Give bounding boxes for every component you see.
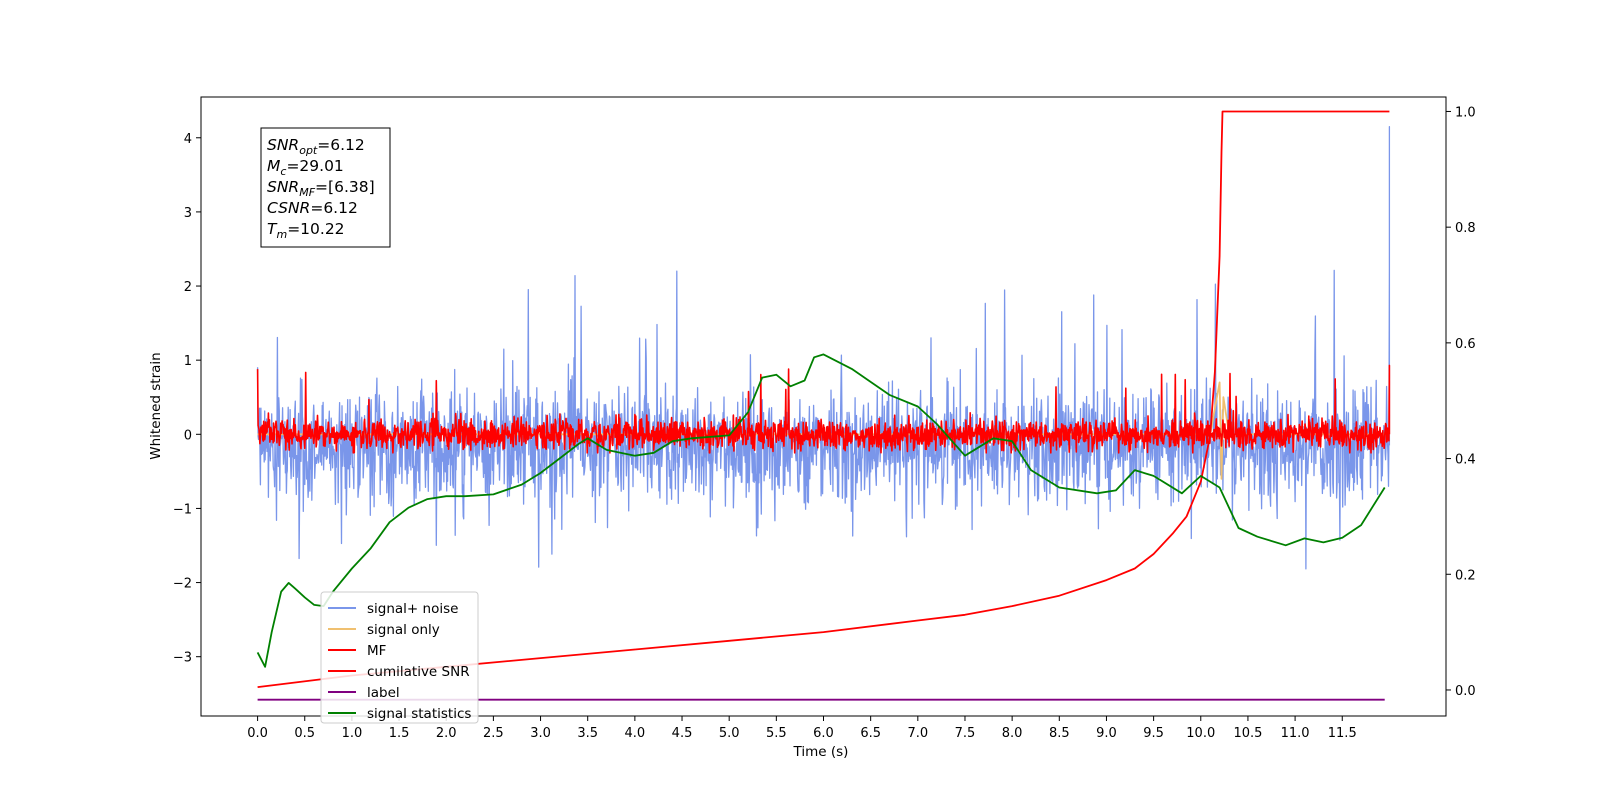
y-tick-label: −2 [173, 577, 192, 592]
stats-line: SNRopt=6.12 [267, 136, 365, 157]
stats-subscript: MF [299, 186, 315, 199]
stats-line: Mc=29.01 [267, 157, 344, 178]
x-tick-label: 6.0 [813, 726, 834, 741]
stats-line: Tm=10.22 [267, 220, 345, 241]
x-tick-label: 11.5 [1328, 726, 1357, 741]
x-tick-label: 1.0 [342, 726, 363, 741]
stats-line: SNRMF=[6.38] [267, 178, 375, 199]
stats-subscript: opt [299, 144, 318, 157]
x-tick-label: 3.5 [577, 726, 598, 741]
x-tick-label: 0.5 [294, 726, 315, 741]
legend-label-cumilative-snr: cumilative SNR [367, 664, 470, 680]
x-tick-label: 5.5 [766, 726, 787, 741]
x-tick-label: 4.0 [625, 726, 646, 741]
x-tick-label: 2.0 [436, 726, 457, 741]
x-tick-label: 1.5 [389, 726, 410, 741]
stats-value: =10.22 [287, 220, 344, 238]
stats-line: CSNR=6.12 [267, 199, 358, 217]
y-tick-label: 4 [184, 132, 192, 147]
x-tick-label: 7.5 [955, 726, 976, 741]
stats-subscript: m [276, 228, 287, 241]
stats-value: =29.01 [286, 157, 343, 175]
series-layer [256, 110, 1391, 701]
y2-tick-label: 0.2 [1455, 568, 1476, 583]
y2-tick-label: 0.0 [1455, 684, 1476, 699]
y-tick-label: 1 [184, 354, 192, 369]
y-tick-label: 2 [184, 280, 192, 295]
stats-symbol: CSNR [267, 199, 310, 217]
x-tick-label: 8.0 [1002, 726, 1023, 741]
x-tick-label: 9.0 [1096, 726, 1117, 741]
series-line-cumilative-snr [257, 110, 1390, 688]
y-axis-right: 1.0 0.8 0.6 0.4 0.2 0.0 [1446, 105, 1476, 699]
series-line-signal-statistics [256, 353, 1386, 668]
stats-box: SNRopt=6.12Mc=29.01SNRMF=[6.38]CSNR=6.12… [260, 127, 391, 248]
y-tick-label: −3 [173, 651, 192, 666]
stats-box-frame [260, 127, 391, 248]
y-axis-label: Whitened strain [148, 352, 164, 459]
x-axis: 0.0 0.5 1.0 1.5 2.0 2.5 3.0 3.5 4.0 4.5 5.0 5.5 6.0 6… [247, 716, 1357, 741]
y2-tick-label: 0.4 [1455, 453, 1476, 468]
stats-value: =6.12 [317, 136, 365, 154]
legend-label-signal-only: signal only [367, 622, 440, 638]
y2-tick-label: 0.6 [1455, 337, 1476, 352]
x-tick-label: 3.0 [530, 726, 551, 741]
x-tick-label: 10.0 [1186, 726, 1215, 741]
legend: signal+ noise signal only MF cumilative SNR… [320, 591, 479, 724]
legend-label-signal-noise: signal+ noise [367, 601, 458, 617]
x-tick-label: 5.0 [719, 726, 740, 741]
stats-value: =6.12 [310, 199, 358, 217]
x-tick-label: 8.5 [1049, 726, 1070, 741]
y-tick-label: −1 [173, 502, 192, 517]
x-tick-label: 2.5 [483, 726, 504, 741]
x-tick-label: 4.5 [672, 726, 693, 741]
stats-value: =[6.38] [315, 178, 375, 196]
stats-subscript: c [280, 165, 286, 178]
legend-frame [320, 591, 479, 724]
stats-symbol: SNR [267, 178, 299, 196]
y-tick-label: 3 [184, 206, 192, 221]
x-tick-label: 9.5 [1143, 726, 1164, 741]
x-tick-label: 6.5 [860, 726, 881, 741]
x-tick-label: 0.0 [247, 726, 268, 741]
legend-label-mf: MF [367, 643, 386, 659]
legend-label-signal-statistics: signal statistics [367, 706, 471, 722]
stats-symbol: T [267, 220, 278, 238]
y-tick-label: 0 [184, 428, 192, 443]
series-line-mf [256, 364, 1391, 454]
x-tick-label: 10.5 [1233, 726, 1262, 741]
stats-symbol: SNR [267, 136, 299, 154]
stats-symbol: M [267, 157, 280, 175]
y2-tick-label: 1.0 [1455, 105, 1476, 120]
x-axis-label: Time (s) [793, 744, 849, 760]
legend-label-label: label [367, 685, 400, 701]
x-tick-label: 7.0 [907, 726, 928, 741]
y-axis-left: 4 3 2 1 0 −1 −2 −3 [173, 132, 201, 666]
y2-tick-label: 0.8 [1455, 221, 1476, 236]
x-tick-label: 11.0 [1281, 726, 1310, 741]
